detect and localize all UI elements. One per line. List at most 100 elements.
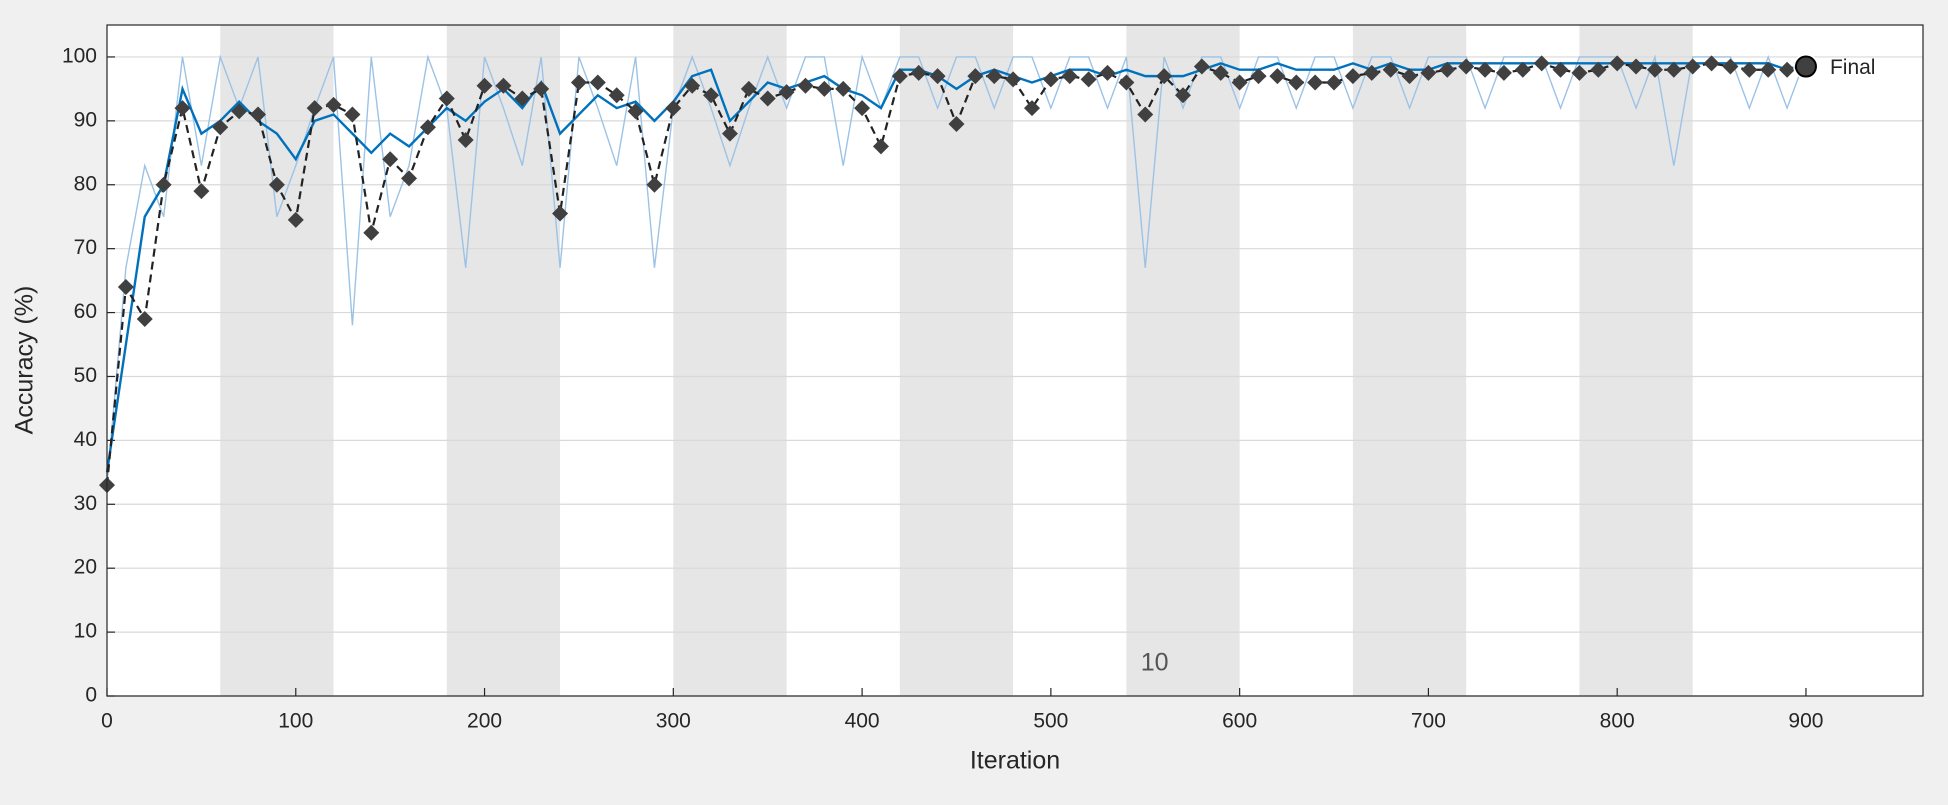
- validation-point: [1420, 64, 1437, 81]
- x-tick-label: 700: [1411, 710, 1446, 733]
- validation-point: [514, 90, 531, 107]
- validation-point: [1779, 61, 1796, 78]
- axes-box: [106, 24, 1924, 697]
- x-tick-label: 400: [845, 710, 880, 733]
- validation-point: [1684, 58, 1701, 75]
- validation-point: [778, 84, 795, 101]
- validation-point: [476, 77, 493, 94]
- validation-point: [929, 68, 946, 85]
- y-tick-label: 70: [74, 236, 97, 259]
- validation-point: [891, 68, 908, 85]
- x-tick-label: 0: [101, 710, 113, 733]
- y-tick-label: 50: [74, 364, 97, 387]
- validation-point: [1288, 74, 1305, 91]
- validation-point: [1363, 64, 1380, 81]
- validation-point: [1005, 71, 1022, 88]
- validation-point: [438, 90, 455, 107]
- validation-point: [1533, 55, 1550, 72]
- validation-point: [1307, 74, 1324, 91]
- final-label: Final: [1830, 56, 1876, 79]
- validation-point: [816, 80, 833, 97]
- validation-point: [1156, 68, 1173, 85]
- x-tick-label: 100: [278, 710, 313, 733]
- validation-point: [1193, 58, 1210, 75]
- validation-point: [835, 80, 852, 97]
- validation-point: [646, 176, 663, 193]
- x-tick-label: 200: [467, 710, 502, 733]
- validation-point: [1326, 74, 1343, 91]
- final-marker-ring: [1793, 53, 1819, 80]
- validation-point: [1023, 100, 1040, 117]
- y-tick-label: 30: [74, 492, 97, 515]
- validation-point: [759, 90, 776, 107]
- validation-point: [1760, 61, 1777, 78]
- validation-point: [872, 138, 889, 155]
- validation-point: [1628, 58, 1645, 75]
- validation-point: [250, 106, 267, 123]
- validation-point: [1099, 64, 1116, 81]
- validation-point: [1552, 61, 1569, 78]
- validation-point: [910, 64, 927, 81]
- validation-point: [1477, 61, 1494, 78]
- validation-point: [740, 80, 757, 97]
- validation-point: [533, 80, 550, 97]
- validation-point: [155, 176, 172, 193]
- epoch-band: [1579, 25, 1693, 696]
- validation-point: [174, 100, 191, 117]
- y-tick-label: 100: [62, 44, 97, 67]
- validation-point: [948, 116, 965, 133]
- validation-point: [1080, 71, 1097, 88]
- epoch-band: [1126, 25, 1240, 696]
- validation-point: [1722, 58, 1739, 75]
- validation-point: [117, 279, 134, 296]
- validation-point: [665, 100, 682, 117]
- validation-point: [703, 87, 720, 104]
- y-tick-label: 80: [74, 172, 97, 195]
- validation-point: [1269, 68, 1286, 85]
- validation-point: [1401, 68, 1418, 85]
- validation-point: [1344, 68, 1361, 85]
- epoch-band: [1352, 25, 1467, 696]
- x-tick-label: 500: [1033, 710, 1068, 733]
- validation-point: [193, 183, 210, 200]
- validation-point: [363, 224, 380, 241]
- validation-point: [854, 100, 871, 117]
- validation-point: [1665, 61, 1682, 78]
- validation-point: [1646, 61, 1663, 78]
- validation-point: [231, 103, 248, 120]
- validation-point: [1042, 71, 1059, 88]
- validation-point: [627, 103, 644, 120]
- validation-point: [589, 74, 606, 91]
- y-tick-label: 0: [85, 684, 97, 707]
- epoch-label: 10: [1141, 649, 1169, 677]
- validation-point: [1590, 61, 1607, 78]
- x-tick-label: 300: [656, 710, 691, 733]
- validation-point: [608, 87, 625, 104]
- validation-point: [457, 132, 474, 149]
- validation-point: [136, 310, 153, 327]
- validation-point: [495, 77, 512, 94]
- validation-point: [1741, 61, 1758, 78]
- y-tick-label: 10: [74, 620, 97, 643]
- validation-point: [1118, 74, 1135, 91]
- y-tick-label: 90: [74, 108, 97, 131]
- y-axis-label: Accuracy (%): [11, 286, 39, 435]
- validation-point: [552, 205, 569, 222]
- validation-point: [212, 119, 229, 136]
- validation-point: [1250, 68, 1267, 85]
- epoch-band: [899, 25, 1014, 696]
- validation-point: [986, 68, 1003, 85]
- validation-point: [306, 100, 323, 117]
- validation-point: [570, 74, 587, 91]
- validation-point: [344, 106, 361, 123]
- x-tick-label: 800: [1600, 710, 1635, 733]
- raw-line: [106, 54, 1807, 486]
- validation-point: [1609, 55, 1626, 72]
- validation-point: [1212, 64, 1229, 81]
- validation-point: [1175, 87, 1192, 104]
- validation-point: [1495, 64, 1512, 81]
- validation-point: [967, 68, 984, 85]
- validation-point: [1137, 106, 1154, 123]
- y-tick-label: 20: [74, 556, 97, 579]
